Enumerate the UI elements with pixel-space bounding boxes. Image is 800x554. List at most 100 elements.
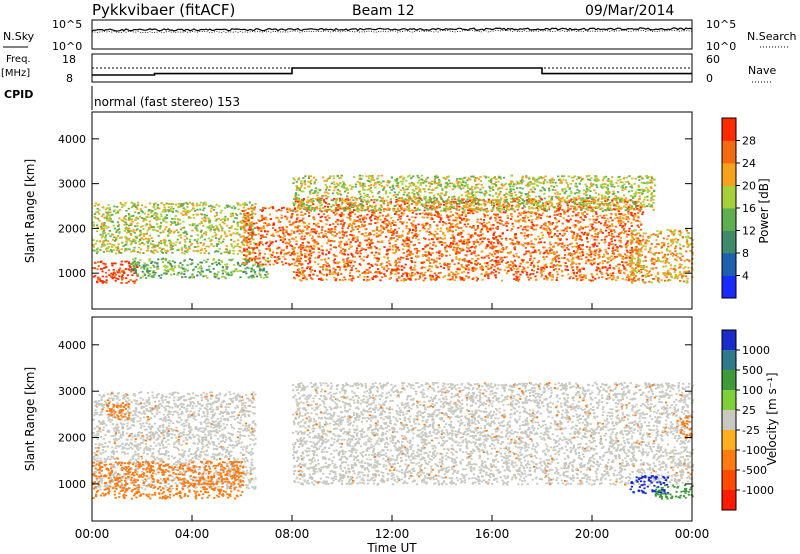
data-cell xyxy=(242,224,245,227)
data-cell xyxy=(125,277,128,280)
data-cell xyxy=(360,209,363,212)
data-cell xyxy=(614,239,617,242)
data-cell xyxy=(403,191,406,194)
data-cell xyxy=(321,226,324,229)
data-cell xyxy=(469,234,472,237)
data-cell xyxy=(580,239,583,241)
data-cell xyxy=(411,274,414,277)
data-cell xyxy=(427,199,430,201)
data-cell xyxy=(258,269,261,272)
data-cell xyxy=(223,207,227,209)
data-cell xyxy=(623,265,626,268)
data-cell xyxy=(559,204,563,207)
data-cell xyxy=(351,254,354,256)
data-cell xyxy=(231,212,234,215)
data-cell xyxy=(386,204,389,207)
data-cell xyxy=(252,264,255,267)
data-cell xyxy=(525,271,529,274)
data-cell xyxy=(374,204,377,207)
data-cell xyxy=(183,259,186,262)
data-cell xyxy=(430,258,433,261)
noise-search-trace xyxy=(91,29,693,34)
data-cell xyxy=(242,210,245,213)
data-cell xyxy=(453,202,456,205)
data-cell xyxy=(376,221,379,224)
data-cell xyxy=(484,225,487,228)
noise-tick-left-top: 10^5 xyxy=(52,18,82,31)
data-cell xyxy=(603,260,606,262)
data-cell xyxy=(319,220,323,222)
data-cell xyxy=(195,224,198,227)
data-cell xyxy=(340,220,343,223)
data-cell xyxy=(606,204,609,206)
data-cell xyxy=(234,206,237,209)
data-cell xyxy=(92,244,95,246)
data-cell xyxy=(597,253,600,256)
data-cell xyxy=(213,206,216,209)
data-cell xyxy=(136,251,139,253)
data-cell xyxy=(357,270,361,273)
data-cell xyxy=(455,276,458,278)
data-cell xyxy=(640,223,643,226)
data-cell xyxy=(514,270,518,273)
data-cell xyxy=(402,256,405,259)
data-cell xyxy=(232,246,235,249)
data-cell xyxy=(299,257,302,260)
data-cell xyxy=(147,245,150,247)
data-cell xyxy=(606,206,609,208)
data-cell xyxy=(135,266,138,268)
data-cell xyxy=(324,230,327,232)
data-cell xyxy=(301,267,304,269)
data-cell xyxy=(575,242,578,245)
data-cell xyxy=(134,225,137,227)
data-cell xyxy=(156,213,159,215)
data-cell xyxy=(573,273,576,276)
data-cell xyxy=(390,238,393,241)
data-cell xyxy=(579,216,582,219)
data-cell xyxy=(470,226,473,229)
data-cell xyxy=(382,208,385,210)
data-cell xyxy=(571,263,574,265)
data-cell xyxy=(283,234,286,236)
data-cell xyxy=(580,258,583,261)
data-cell xyxy=(364,228,367,231)
data-cell xyxy=(342,213,345,216)
data-cell xyxy=(205,231,208,234)
data-cell xyxy=(457,227,460,230)
data-cell xyxy=(239,212,242,215)
data-cell xyxy=(558,260,561,263)
data-cell xyxy=(135,279,138,281)
data-cell xyxy=(616,255,619,258)
data-cell xyxy=(512,200,515,202)
data-cell xyxy=(151,246,154,249)
data-cell xyxy=(200,222,203,225)
data-cell xyxy=(452,235,455,238)
data-cell xyxy=(606,226,609,229)
data-cell xyxy=(548,273,551,276)
data-cell xyxy=(467,268,470,271)
data-cell xyxy=(624,223,627,225)
data-cell xyxy=(243,248,246,251)
data-cell xyxy=(189,258,192,261)
data-cell xyxy=(627,209,630,211)
data-cell xyxy=(245,203,248,206)
data-cell xyxy=(331,240,334,242)
data-cell xyxy=(190,235,193,237)
data-cell xyxy=(342,224,345,227)
data-cell xyxy=(494,218,498,220)
data-cell xyxy=(346,260,349,262)
data-cell xyxy=(102,242,105,245)
data-cell xyxy=(453,207,456,210)
data-cell xyxy=(621,258,624,260)
data-cell xyxy=(516,208,519,211)
data-cell xyxy=(109,218,112,220)
data-cell xyxy=(115,238,118,241)
data-cell xyxy=(160,215,163,218)
data-cell xyxy=(243,264,246,266)
data-cell xyxy=(534,238,537,240)
data-cell xyxy=(376,268,380,270)
data-cell xyxy=(382,187,385,190)
data-cell xyxy=(357,225,360,227)
data-cell xyxy=(591,227,594,229)
data-cell xyxy=(414,237,418,239)
